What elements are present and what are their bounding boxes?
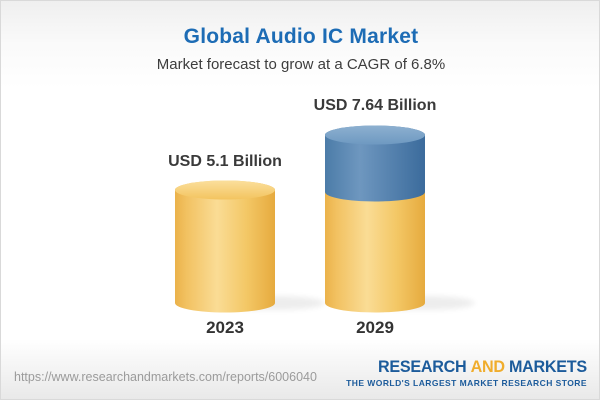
logo-wordmark: RESEARCH AND MARKETS — [358, 358, 587, 375]
logo-word-research: RESEARCH — [378, 357, 467, 376]
bar-2023-body — [175, 180, 275, 313]
logo-word-and: AND — [470, 357, 505, 376]
bar-2029-blue-segment — [325, 125, 425, 202]
page-subtitle: Market forecast to grow at a CAGR of 6.8… — [156, 56, 446, 73]
bar-2029-category-label: 2029 — [356, 318, 394, 337]
logo-word-markets: MARKETS — [509, 357, 587, 376]
page-title: Global Audio IC Market — [183, 25, 419, 48]
bar-2023-value-label: USD 5.1 Billion — [168, 153, 282, 170]
bar-2023-top-cap — [175, 180, 275, 200]
bar-2023-category-label: 2023 — [206, 318, 244, 337]
bar-2029-gold-segment — [325, 182, 425, 313]
bar-2029-top-cap — [325, 125, 425, 145]
research-and-markets-logo: RESEARCH AND MARKETS THE WORLD'S LARGEST… — [346, 358, 587, 388]
report-url: https://www.researchandmarkets.com/repor… — [14, 370, 317, 384]
bar-2029-value-label: USD 7.64 Billion — [313, 97, 437, 114]
logo-tagline: THE WORLD'S LARGEST MARKET RESEARCH STOR… — [346, 378, 587, 388]
